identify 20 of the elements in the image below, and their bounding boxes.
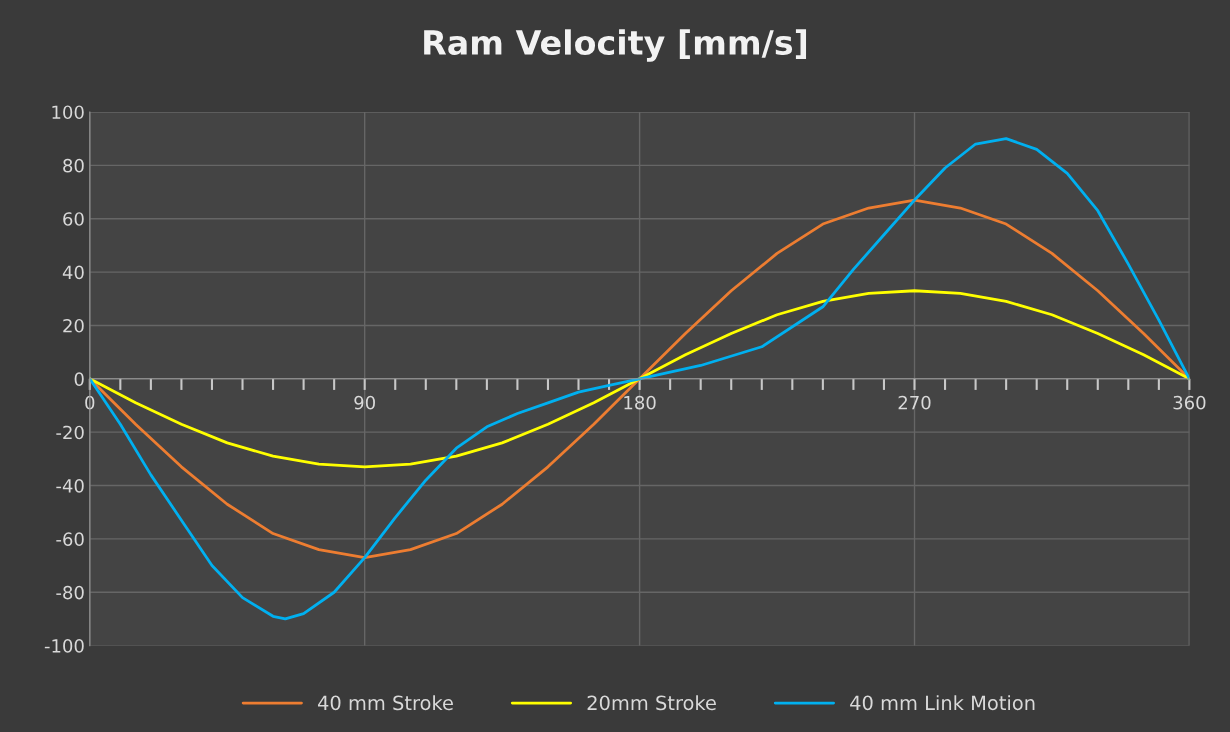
x-tick-label: 360 [1173,395,1206,410]
y-tick-label: -40 [56,478,84,493]
legend-label: 40 mm Stroke [317,695,453,711]
legend-label: 20mm Stroke [587,695,716,711]
x-tick-label: 180 [624,395,656,410]
x-tick-label: 270 [898,395,931,410]
y-tick-label: 60 [63,212,84,226]
legend-label: 40 mm Link Motion [850,695,1035,711]
y-tick-label: 20 [63,318,84,333]
y-tick-label: 80 [63,158,84,173]
y-tick-label: 0 [74,372,84,386]
y-tick-label: 100 [52,105,84,120]
y-tick-label: -20 [56,425,84,440]
chart-title: Ram Velocity [mm/s] [424,29,807,62]
y-tick-label: -80 [56,585,84,600]
y-tick-label: -100 [44,639,84,653]
x-tick-label: 90 [354,395,375,410]
y-tick-label: 40 [62,265,84,280]
x-tick-label: 0 [85,395,95,410]
y-tick-label: -60 [56,532,84,547]
